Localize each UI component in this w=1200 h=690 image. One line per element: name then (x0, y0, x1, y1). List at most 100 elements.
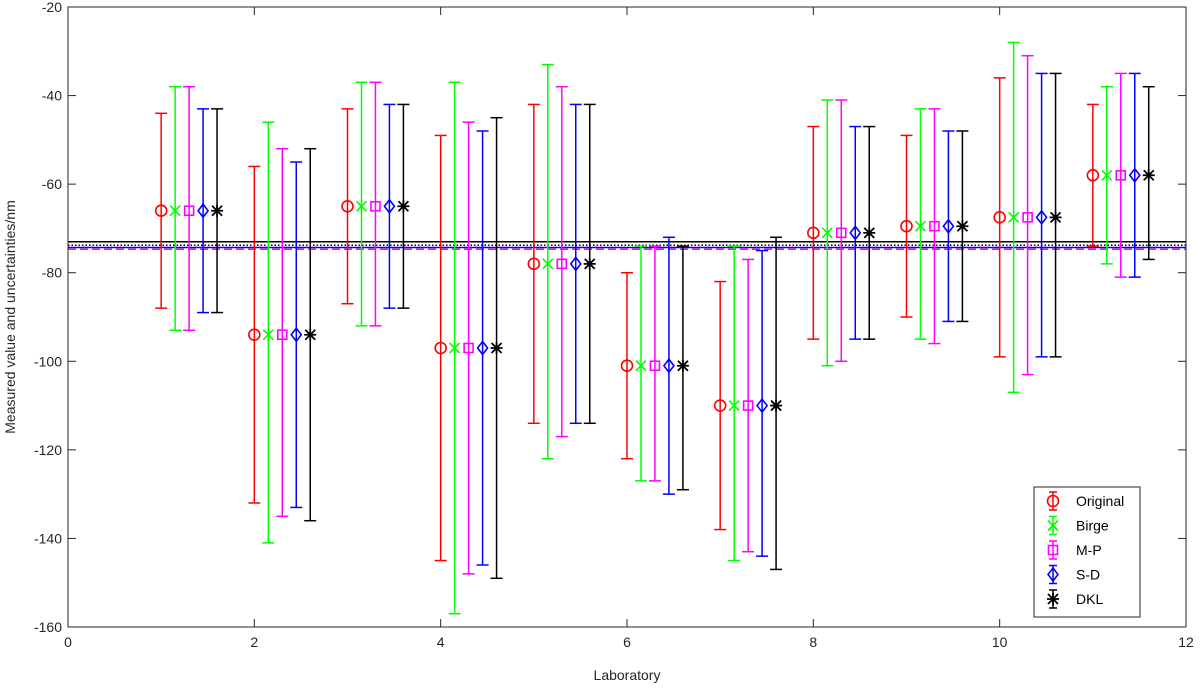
data-point-dkl (490, 342, 503, 354)
data-point-birge (914, 220, 927, 232)
errorbar-m-p-lab-10 (1021, 54, 1034, 376)
y-tick-label: -100 (34, 353, 62, 369)
errorbar-m-p-lab-8 (835, 99, 848, 363)
x-tick-label: 12 (1178, 634, 1194, 650)
x-tick-label: 4 (437, 634, 445, 650)
errorbar-dkl-lab-5 (583, 103, 596, 425)
data-point-dkl (770, 399, 783, 412)
errorbar-s-d-lab-3 (383, 103, 396, 309)
errorbar-original-lab-9 (900, 134, 913, 318)
errorbar-s-d-lab-10 (1035, 72, 1048, 358)
data-point-birge (449, 342, 461, 354)
data-point-s-d (662, 357, 675, 374)
legend-marker-dkl (1047, 593, 1059, 605)
data-point-s-d (383, 198, 396, 215)
data-point-birge (635, 360, 647, 372)
data-point-original (900, 219, 913, 233)
legend-box (1033, 486, 1141, 618)
x-tick-label: 2 (250, 634, 258, 650)
y-tick-label: -60 (42, 176, 62, 192)
data-point-s-d (1035, 209, 1048, 226)
errorbar-s-d-lab-9 (942, 130, 955, 323)
data-point-birge (821, 227, 833, 239)
errorbar-original-lab-10 (993, 77, 1006, 358)
errorbar-birge-lab-2 (262, 121, 275, 544)
data-point-dkl (1142, 169, 1155, 182)
data-point-dkl (1049, 211, 1062, 224)
errorbar-m-p-lab-6 (648, 245, 661, 482)
data-point-original (807, 226, 820, 240)
errorbar-birge-lab-11 (1100, 85, 1113, 265)
data-point-m-p (835, 227, 847, 239)
y-tick-label: -140 (34, 530, 62, 546)
data-point-m-p (463, 342, 474, 354)
y-axis: -160 -140 -120 -100 -80 -60 -40 -20 (34, 0, 1186, 635)
data-point-s-d (849, 225, 862, 241)
data-point-original (434, 341, 447, 355)
errorbar-s-d-lab-4 (476, 130, 489, 566)
errorbar-dkl-lab-4 (490, 116, 503, 580)
data-point-m-p (649, 360, 661, 372)
data-point-original (154, 204, 168, 218)
errorbar-original-lab-3 (341, 108, 354, 305)
data-point-birge (728, 400, 740, 412)
data-point-s-d (290, 326, 303, 343)
data-point-dkl (956, 220, 969, 233)
legend-marker-birge (1047, 519, 1059, 532)
errorbar-birge-lab-1 (169, 85, 182, 332)
errorbar-dkl-lab-2 (304, 147, 317, 522)
legend: Original Birge M-P S-D DKL (1033, 486, 1141, 618)
legend-label: S-D (1076, 567, 1100, 583)
errorbar-dkl-lab-10 (1049, 72, 1062, 358)
data-point-s-d (197, 202, 210, 219)
errorbar-dkl-lab-7 (770, 236, 783, 571)
y-tick-label: -80 (42, 265, 62, 281)
errorbar-original-lab-6 (620, 271, 634, 460)
legend-item-birge: Birge (1047, 515, 1109, 536)
errorbar-birge-lab-6 (634, 245, 647, 482)
errorbar-dkl-lab-11 (1142, 85, 1155, 261)
errorbar-birge-lab-10 (1007, 41, 1020, 394)
data-point-birge (542, 258, 554, 270)
errorbar-original-lab-7 (713, 280, 727, 531)
y-tick-label: -20 (42, 0, 62, 15)
errorbar-m-p-lab-2 (276, 147, 289, 518)
data-point-original (620, 359, 634, 373)
x-tick-label: 8 (809, 634, 817, 650)
legend-label: DKL (1076, 591, 1103, 607)
data-point-original (713, 399, 727, 412)
errorbar-dkl-lab-3 (397, 103, 410, 309)
errorbar-original-lab-1 (154, 112, 168, 309)
errorbar-m-p-lab-4 (462, 121, 475, 575)
legend-marker-m-p (1047, 544, 1059, 556)
data-point-original (1086, 168, 1100, 182)
error-bars (154, 41, 1155, 615)
errorbar-dkl-lab-9 (956, 130, 969, 323)
data-point-birge (1008, 211, 1020, 223)
errorbar-dkl-lab-8 (863, 125, 876, 340)
legend-item-m-p: M-P (1047, 540, 1102, 560)
errorbar-s-d-lab-5 (569, 103, 582, 425)
y-tick-label: -120 (34, 442, 62, 458)
errorbar-birge-lab-3 (355, 81, 368, 327)
data-point-s-d (1128, 167, 1141, 184)
data-point-original (341, 199, 354, 213)
data-point-original (527, 257, 541, 271)
legend-label: Birge (1076, 518, 1109, 534)
errorbar-s-d-lab-11 (1128, 72, 1141, 278)
errorbar-birge-lab-8 (821, 99, 834, 367)
errorbar-m-p-lab-3 (369, 81, 382, 327)
errorbar-m-p-lab-5 (555, 85, 568, 438)
y-tick-label: -40 (42, 88, 62, 104)
errorbar-s-d-lab-8 (849, 125, 862, 340)
x-tick-label: 0 (64, 634, 72, 650)
data-point-s-d (942, 218, 955, 235)
data-point-m-p (1115, 169, 1127, 181)
errorbar-s-d-lab-6 (662, 236, 675, 495)
legend-item-original: Original (1046, 491, 1124, 511)
legend-marker-original (1046, 494, 1060, 508)
data-point-dkl (304, 328, 317, 341)
y-tick-label: -160 (34, 619, 62, 635)
data-point-birge (169, 205, 181, 217)
